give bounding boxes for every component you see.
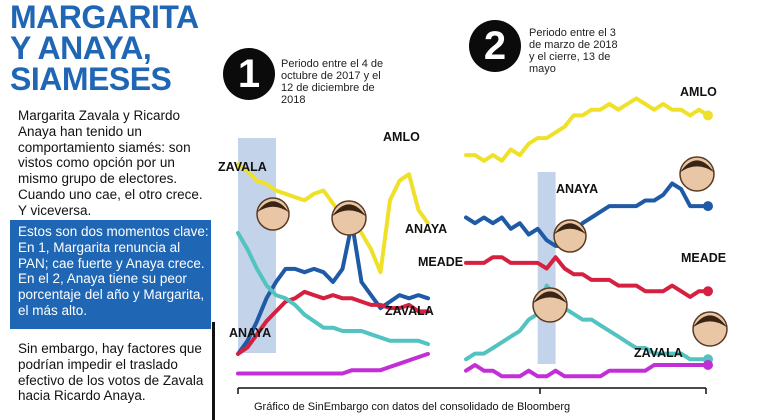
series-line-fifth-1: [236, 351, 430, 376]
intro-paragraph: Margarita Zavala y Ricardo Anaya han ten…: [18, 108, 203, 218]
series-line-zavala-2: [464, 283, 710, 362]
label-anaya-1: ANAYA: [405, 222, 447, 236]
series-group-2: [464, 96, 713, 379]
closing-paragraph: Sin embargo, hay factores que podrían im…: [18, 341, 204, 404]
label-zavala-2: ZAVALA: [634, 346, 683, 360]
key-moments-box: Estos son dos momentos clave: En 1, Marg…: [10, 220, 211, 329]
label-amlo-1: AMLO: [383, 130, 420, 144]
label-anaya-2: ANAYA: [556, 182, 598, 196]
headline-line-3: SIAMESES: [10, 61, 172, 97]
divider-line: [212, 322, 215, 420]
anaya-portrait-3: [679, 156, 715, 192]
anaya-portrait-2-hair: [554, 223, 586, 235]
series-line-anaya-2: [464, 181, 710, 248]
series-line-meade-1: [236, 289, 430, 356]
label-zavala-bottom-1: ZAVALA: [385, 304, 434, 318]
series-end-dot-amlo: [703, 110, 713, 121]
zavala-portrait-1: [256, 197, 290, 231]
zavala-portrait-3-hair: [693, 315, 727, 328]
series-end-dot-meade: [703, 286, 713, 297]
series-end-dot-anaya: [703, 201, 713, 212]
headline-line-2: Y ANAYA,: [10, 30, 152, 66]
headline: MARGARITA Y ANAYA, SIAMESES: [10, 0, 199, 97]
label-anaya-bottom-1: ANAYA: [229, 326, 271, 340]
zavala-portrait-1-hair: [257, 201, 289, 213]
label-meade-1: MEADE: [418, 255, 463, 269]
series-line-amlo-2: [464, 96, 710, 163]
badge-period-1: 1: [223, 48, 275, 100]
anaya-portrait-3-hair: [680, 160, 714, 173]
label-meade-2: MEADE: [681, 251, 726, 265]
series-line-meade-2: [464, 255, 710, 299]
series-group-1: [236, 162, 430, 376]
anaya-portrait-1-hair: [332, 204, 366, 217]
label-zavala-1: ZAVALA: [218, 160, 267, 174]
series-line-zavala-1: [236, 231, 430, 347]
source-note: Gráfico de SinEmbargo con datos del cons…: [254, 401, 571, 413]
zavala-portrait-2-hair: [533, 291, 567, 304]
headline-line-1: MARGARITA: [10, 0, 199, 35]
series-end-dot-fifth: [703, 359, 713, 370]
badge-period-2: 2: [469, 20, 521, 72]
zavala-portrait-3: [692, 311, 728, 347]
zavala-portrait-2: [532, 287, 568, 323]
anaya-portrait-1: [331, 200, 367, 236]
series-line-amlo-1: [236, 162, 430, 275]
period-2-caption: Periodo entre el 3 de marzo de 2018 y el…: [529, 27, 618, 75]
anaya-portrait-2: [553, 219, 587, 253]
period-1-caption: Periodo entre el 4 de octubre de 2017 y …: [281, 58, 384, 106]
label-amlo-2: AMLO: [680, 85, 717, 99]
series-line-fifth-2: [464, 363, 710, 379]
series-line-anaya-1: [236, 221, 430, 356]
